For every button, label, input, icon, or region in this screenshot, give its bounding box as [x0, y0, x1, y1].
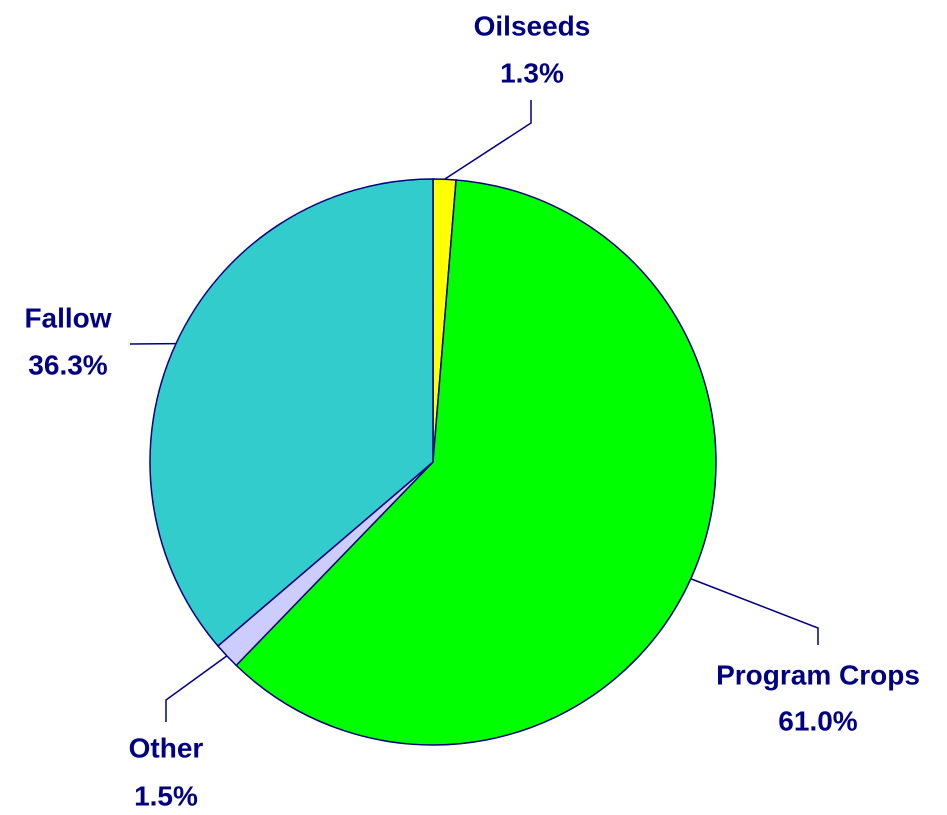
slice-label: Oilseeds: [474, 10, 591, 41]
value-label: 1.3%: [500, 57, 564, 88]
value-label: 1.5%: [134, 780, 198, 811]
slice-label: Program Crops: [716, 659, 920, 690]
leader-line: [444, 100, 532, 180]
value-label: 61.0%: [778, 705, 857, 736]
leader-line: [165, 655, 228, 722]
slice-label: Other: [129, 732, 204, 763]
pie-slice: [149, 178, 434, 648]
leader-line: [690, 578, 819, 645]
value-label: 36.3%: [28, 349, 107, 380]
slice-label: Fallow: [24, 302, 111, 333]
